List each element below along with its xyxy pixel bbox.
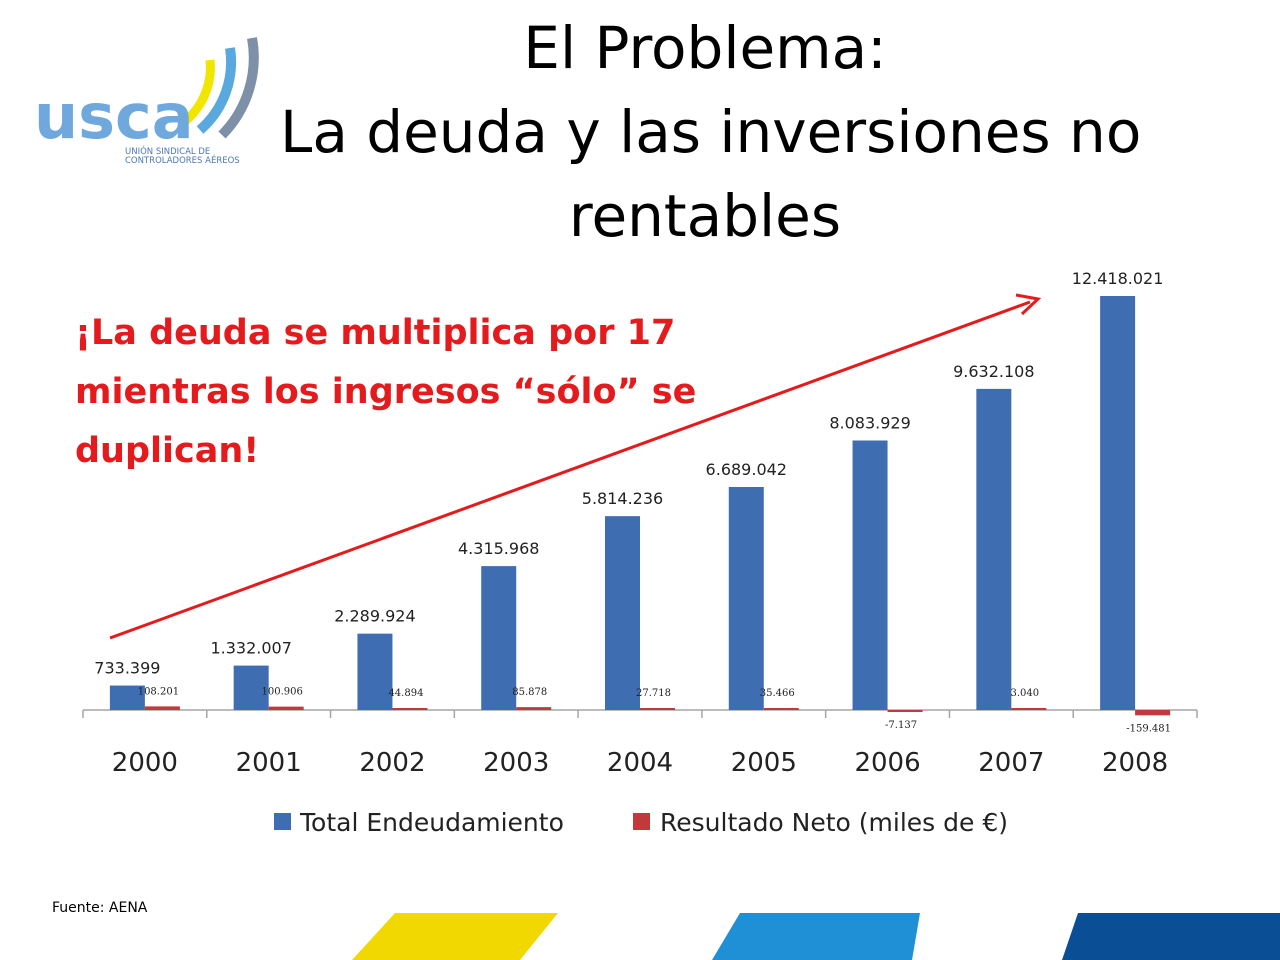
data-label-total-endeudamiento: 733.399 — [94, 659, 160, 678]
bar-resultado-neto — [1011, 708, 1047, 710]
legend-label-total-endeudamiento: Total Endeudamiento — [299, 808, 564, 837]
bar-total-endeudamiento — [233, 665, 269, 710]
data-label-resultado-neto: 27.718 — [636, 688, 671, 699]
logo-arc-grey — [218, 37, 259, 139]
data-label-resultado-neto: 35.466 — [760, 688, 795, 699]
bar-resultado-neto — [268, 706, 304, 710]
data-label-resultado-neto: 85.878 — [512, 687, 547, 698]
x-axis-category-label: 2006 — [854, 748, 920, 778]
callout-line1: ¡La deuda se multiplica por 17 — [75, 313, 676, 353]
logo-subtitle-line1: UNIÓN SINDICAL DE — [125, 145, 210, 157]
logo-arc-light-blue — [196, 47, 237, 134]
data-label-resultado-neto: 100.906 — [261, 687, 302, 698]
x-axis-category-label: 2003 — [483, 748, 549, 778]
bar-total-endeudamiento — [728, 486, 764, 710]
x-axis-category-label: 2007 — [978, 748, 1044, 778]
data-label-total-endeudamiento: 9.632.108 — [953, 362, 1034, 381]
data-label-total-endeudamiento: 12.418.021 — [1072, 269, 1164, 288]
x-axis-category-label: 2005 — [731, 748, 797, 778]
bar-resultado-neto — [763, 708, 799, 710]
trend-arrow-head — [1015, 293, 1042, 316]
data-label-resultado-neto: -7.137 — [885, 720, 917, 731]
bar-total-endeudamiento — [1100, 296, 1136, 710]
slide-title-line1: El Problema: — [523, 14, 887, 82]
bar-total-endeudamiento — [357, 633, 393, 710]
bar-total-endeudamiento — [976, 388, 1012, 710]
bar-total-endeudamiento — [605, 516, 640, 710]
bar-total-endeudamiento — [481, 566, 517, 710]
data-label-total-endeudamiento: 8.083.929 — [829, 413, 910, 432]
x-axis-category-label: 2004 — [607, 748, 673, 778]
bar-total-endeudamiento — [852, 440, 888, 710]
bar-resultado-neto — [392, 708, 428, 710]
x-axis-category-label: 2002 — [359, 748, 425, 778]
data-label-resultado-neto: 108.201 — [138, 686, 179, 697]
bar-resultado-neto — [640, 708, 675, 710]
logo-subtitle-line2: CONTROLADORES AÉREOS — [125, 154, 240, 166]
legend-swatch-total-endeudamiento — [274, 813, 291, 830]
trend-arrow-line — [109, 300, 1031, 640]
x-axis-category-label: 2001 — [236, 748, 302, 778]
slide-title-line2: La deuda y las inversiones no — [280, 98, 1142, 166]
data-label-total-endeudamiento: 1.332.007 — [210, 639, 291, 658]
data-label-resultado-neto: 44.894 — [388, 688, 423, 699]
callout-text: ¡La deuda se multiplica por 17 mientras … — [75, 304, 755, 481]
bar-resultado-neto — [1135, 710, 1171, 716]
bar-resultado-neto — [887, 710, 923, 712]
x-axis-category-label: 2000 — [112, 748, 178, 778]
legend-swatch-resultado-neto — [633, 813, 650, 830]
slide-title-line3: rentables — [568, 182, 842, 250]
legend-label-resultado-neto: Resultado Neto (miles de €) — [660, 808, 1008, 837]
data-label-resultado-neto: 3.040 — [1011, 688, 1040, 699]
usca-logo: usca UNIÓN SINDICAL DE CONTROLADORES AÉR… — [34, 37, 259, 166]
bar-resultado-neto — [516, 707, 552, 710]
logo-arc-yellow — [177, 59, 215, 129]
data-label-resultado-neto: -159.481 — [1126, 723, 1171, 734]
logo-word: usca — [34, 80, 194, 153]
data-label-total-endeudamiento: 6.689.042 — [706, 460, 787, 479]
source-note: Fuente: AENA — [52, 900, 148, 916]
bar-total-endeudamiento — [109, 685, 145, 710]
bar-resultado-neto — [144, 706, 180, 710]
data-label-total-endeudamiento: 5.814.236 — [582, 489, 663, 508]
data-label-total-endeudamiento: 2.289.924 — [334, 607, 415, 626]
callout-line3: duplican! — [75, 431, 260, 471]
x-axis-category-label: 2008 — [1102, 748, 1168, 778]
callout-line2: mientras los ingresos “sólo” se — [75, 372, 697, 412]
data-label-total-endeudamiento: 4.315.968 — [458, 539, 539, 558]
slide-title: El Problema: La deuda y las inversiones … — [280, 6, 1142, 258]
